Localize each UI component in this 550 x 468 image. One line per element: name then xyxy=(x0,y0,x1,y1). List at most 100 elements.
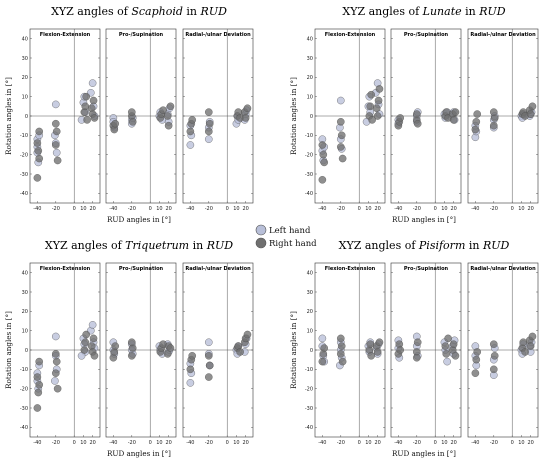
data-point-right-hand xyxy=(337,118,345,126)
data-point-right-hand xyxy=(82,330,90,339)
data-point-right-hand xyxy=(33,373,42,381)
data-point-right-hand xyxy=(318,357,327,366)
data-point-left-hand xyxy=(337,96,345,105)
data-point-left-hand xyxy=(318,334,327,343)
data-point-right-hand xyxy=(89,96,98,105)
panel-title: Radial-/ulnar Deviation xyxy=(470,266,536,272)
data-point-right-hand xyxy=(337,350,345,358)
x-tick-label: 10 xyxy=(80,440,86,446)
panel-1: Pro-/Supination -40 -20 0 10 20 xyxy=(105,28,177,212)
data-point-right-hand xyxy=(337,334,345,343)
data-point-right-hand xyxy=(243,330,252,339)
x-tick-label: -40 xyxy=(471,440,479,446)
panel-title: Radial-/ulnar Deviation xyxy=(185,32,251,38)
data-point-right-hand xyxy=(451,108,460,116)
data-point-right-hand xyxy=(396,346,404,354)
panel-title: Radial-/ulnar Deviation xyxy=(185,266,251,272)
panel-title: Radial-/ulnar Deviation xyxy=(470,32,536,38)
chart-title-part-1: Pisiform xyxy=(418,239,465,252)
y-tick-label: -40 xyxy=(20,425,28,431)
y-tick-label: 0 xyxy=(310,348,313,354)
x-tick-label: 0 xyxy=(73,440,76,446)
panel-1: Pro-/Supination -40 -20 0 10 20 xyxy=(390,28,462,212)
x-tick-label: -20 xyxy=(205,440,213,446)
x-tick-label: -20 xyxy=(52,440,60,446)
x-tick-label: -20 xyxy=(128,440,136,446)
chart-title-part-1: Triquetrum xyxy=(125,239,189,252)
chart-title-part-1: Lunate xyxy=(422,5,462,18)
y-tick-label: 40 xyxy=(22,270,28,276)
x-tick-label: 20 xyxy=(527,440,533,446)
data-point-left-hand xyxy=(205,135,213,143)
y-tick-label: 20 xyxy=(307,75,313,81)
data-point-right-hand xyxy=(320,158,328,167)
x-tick-label: 20 xyxy=(450,440,456,446)
x-tick-label: 0 xyxy=(358,440,361,446)
data-point-right-hand xyxy=(451,352,460,360)
data-point-right-hand xyxy=(52,119,60,128)
legend-label-left-hand: Left hand xyxy=(269,226,311,236)
data-point-left-hand xyxy=(88,79,97,87)
data-point-right-hand xyxy=(319,150,328,159)
data-point-right-hand xyxy=(367,352,375,360)
data-point-right-hand xyxy=(338,357,347,366)
data-point-right-hand xyxy=(490,340,498,348)
x-tick-label: -40 xyxy=(186,206,194,212)
data-point-right-hand xyxy=(471,125,480,134)
y-tick-label: 20 xyxy=(307,309,313,315)
data-point-right-hand xyxy=(166,102,175,111)
data-point-right-hand xyxy=(35,381,43,389)
y-tick-label: 30 xyxy=(22,290,28,296)
legend-label-right-hand: Right hand xyxy=(269,239,317,249)
data-point-right-hand xyxy=(368,116,376,124)
x-tick-label: 20 xyxy=(242,206,248,212)
x-tick-label: -40 xyxy=(471,206,479,212)
data-point-right-hand xyxy=(33,139,42,147)
x-tick-label: 10 xyxy=(80,206,86,212)
x-axis-label: RUD angles in [°] xyxy=(107,449,171,458)
panel-title: Flexion-Extension xyxy=(325,32,376,38)
data-point-right-hand xyxy=(413,119,422,128)
x-tick-label: 0 xyxy=(511,206,514,212)
legend-marker-right-hand xyxy=(255,237,267,249)
chart-group-3: XYZ angles of Pisiform in RUD Rotation an… xyxy=(289,239,539,458)
chart-title-part-3: RUD xyxy=(206,239,234,252)
data-point-right-hand xyxy=(320,344,328,352)
data-point-right-hand xyxy=(34,147,43,155)
data-point-right-hand xyxy=(205,127,213,136)
data-point-right-hand xyxy=(164,121,173,130)
y-tick-label: 20 xyxy=(22,309,28,315)
panel-1: Pro-/Supination -40 -20 0 10 20 xyxy=(105,262,177,446)
data-point-right-hand xyxy=(337,131,346,140)
chart-title-part-2: in xyxy=(183,5,201,18)
x-tick-label: 10 xyxy=(518,440,524,446)
y-tick-label: 10 xyxy=(307,94,313,100)
data-point-right-hand xyxy=(128,118,137,126)
y-tick-label: 20 xyxy=(22,75,28,81)
data-point-right-hand xyxy=(521,348,529,356)
x-tick-label: 10 xyxy=(518,206,524,212)
data-point-right-hand xyxy=(34,388,43,397)
data-point-right-hand xyxy=(337,342,346,350)
data-point-right-hand xyxy=(52,141,60,149)
chart-group-0: XYZ angles of Scaphoid in RUD Rotation an… xyxy=(4,5,254,224)
x-tick-label: 20 xyxy=(242,440,248,446)
data-point-right-hand xyxy=(236,348,244,356)
x-tick-label: -20 xyxy=(337,206,345,212)
data-point-right-hand xyxy=(33,404,42,412)
y-tick-label: -10 xyxy=(305,133,313,139)
data-point-right-hand xyxy=(396,114,404,122)
data-point-right-hand xyxy=(81,102,90,111)
y-tick-label: 40 xyxy=(307,36,313,42)
panel-title: Pro-/Supination xyxy=(119,266,164,272)
chart-title-part-2: in xyxy=(462,5,480,18)
data-point-right-hand xyxy=(413,110,421,118)
panel-2: Radial-/ulnar Deviation -40 -20 0 10 20 xyxy=(182,28,254,212)
y-tick-label: 30 xyxy=(307,56,313,62)
data-point-right-hand xyxy=(188,352,196,360)
x-tick-label: 20 xyxy=(374,206,380,212)
y-tick-label: -40 xyxy=(305,191,313,197)
y-axis-label: Rotation angles in [°] xyxy=(289,311,298,389)
data-point-right-hand xyxy=(526,342,535,350)
data-point-right-hand xyxy=(186,127,195,136)
